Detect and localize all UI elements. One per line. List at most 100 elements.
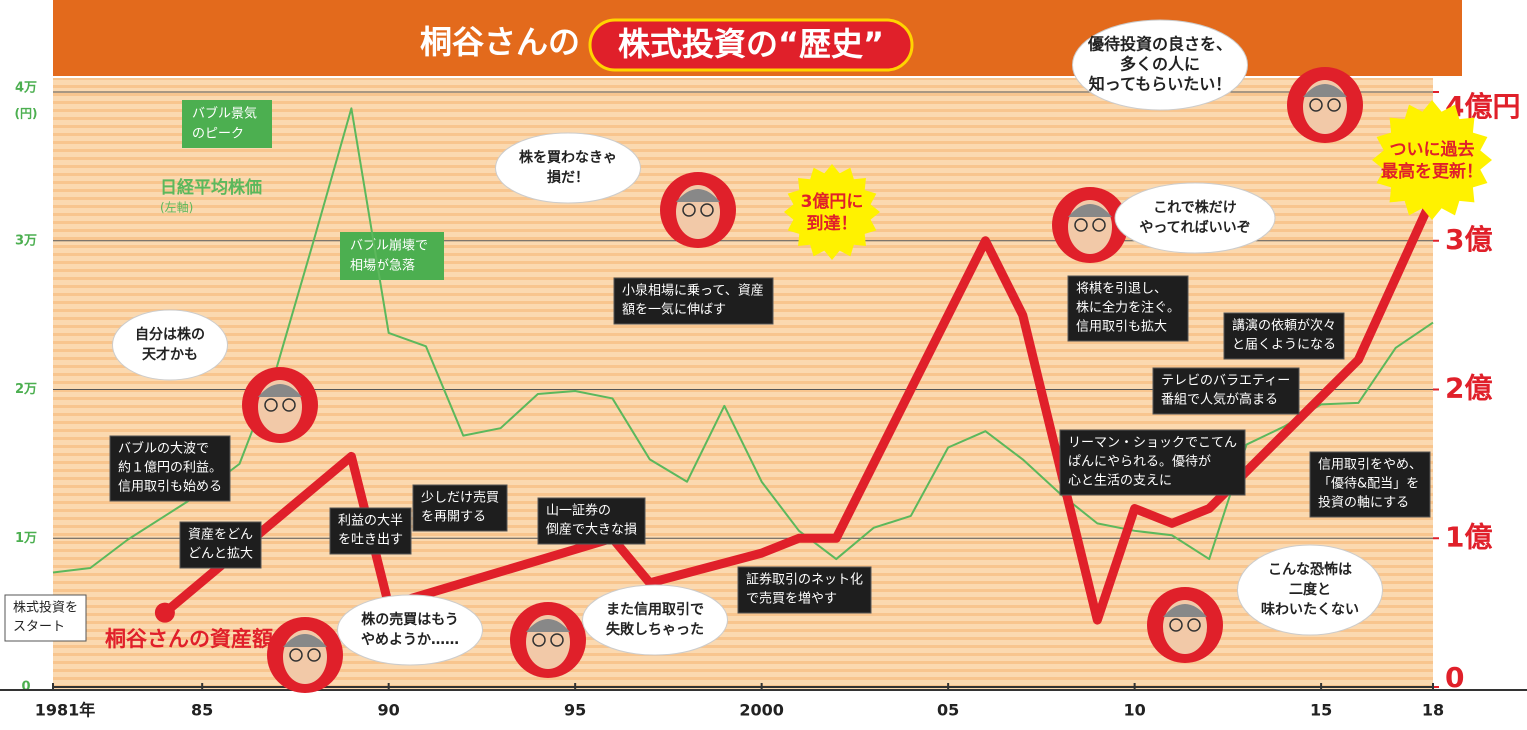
x-tick-label: 10 xyxy=(1123,701,1145,720)
glasses xyxy=(1074,218,1088,232)
series-line xyxy=(52,107,1434,574)
annotation-text: 将棋を引退し、 xyxy=(1076,282,1167,297)
annotation-box xyxy=(1067,275,1189,342)
speech-bubble xyxy=(495,132,641,204)
glasses xyxy=(1187,618,1201,632)
bubble-text: 知ってもらいたい！ xyxy=(1089,75,1231,94)
annotation-box xyxy=(1223,312,1345,360)
annotation-text: で売買を増やす xyxy=(746,591,837,607)
annotation-box xyxy=(4,594,87,642)
y-tick-label: 1万 xyxy=(15,531,37,546)
annotation-text: 「優待&配当」を xyxy=(1318,477,1419,492)
x-tick-label: 85 xyxy=(191,701,213,720)
annotation-text: 番組で人気が高まる xyxy=(1161,392,1278,408)
glasses xyxy=(700,203,714,217)
annotation-text: 株に全力を注ぐ。 xyxy=(1076,300,1180,316)
series-line xyxy=(162,194,1438,625)
chart-title: 株式投資の“歴史” xyxy=(618,25,884,63)
annotation-box xyxy=(179,521,262,569)
annotation-text: 利益の大半 xyxy=(338,514,403,529)
y2-tick-label: 0 xyxy=(1445,661,1464,694)
y2-tick-label: 2億 xyxy=(1445,372,1492,405)
x-tick-label: 1981年 xyxy=(35,701,96,720)
legend-label: 桐谷さんの資産額 xyxy=(105,627,273,651)
annotation-text: スタート xyxy=(13,620,65,635)
bubble-text: 損だ！ xyxy=(547,169,589,186)
chart-title: 桐谷さんの xyxy=(420,23,580,61)
annotation-box xyxy=(1059,429,1246,496)
glasses xyxy=(307,648,321,662)
hair xyxy=(1303,84,1347,97)
x-tick-label: 18 xyxy=(1422,701,1444,720)
annotation-text: 倒産で大きな損 xyxy=(546,522,637,538)
legend-sublabel: (左軸) xyxy=(160,200,193,215)
bubble-text: やってればいいぞ xyxy=(1139,220,1250,236)
note-box xyxy=(182,100,272,148)
annotation-text: ぱんにやられる。優待が xyxy=(1068,455,1211,470)
annotation-text: 証券取引のネット化 xyxy=(746,572,863,588)
glasses xyxy=(682,203,696,217)
y-tick-label: 3万 xyxy=(15,233,37,248)
annotation-text: 信用取引も拡大 xyxy=(1076,320,1167,335)
hair xyxy=(1163,604,1207,617)
hair xyxy=(526,619,570,632)
x-tick-label: 05 xyxy=(937,701,959,720)
hair xyxy=(676,189,720,202)
speech-bubble xyxy=(337,594,483,666)
y-tick-label: 0 xyxy=(21,680,30,695)
annotation-box xyxy=(1309,451,1431,518)
x-tick-label: 15 xyxy=(1310,701,1332,720)
speech-bubble xyxy=(1114,182,1276,254)
start-point xyxy=(154,602,175,623)
starburst xyxy=(784,164,880,260)
note-text: バブル崩壊で xyxy=(350,238,428,254)
bubble-text: 二度と xyxy=(1289,581,1331,598)
y2-tick-label: 3億 xyxy=(1445,223,1492,256)
bubble-text: また信用取引で xyxy=(606,601,704,618)
y-tick-label: 2万 xyxy=(15,382,37,397)
annotation-box xyxy=(329,507,412,555)
bubble-text: 天才かも xyxy=(142,346,198,363)
burst-text: 3億円に xyxy=(801,191,864,212)
annotation-text: 信用取引をやめ、 xyxy=(1318,458,1422,473)
x-tick-label: 2000 xyxy=(739,701,784,720)
bubble-text: 失敗しちゃった xyxy=(606,621,704,638)
x-tick-label: 90 xyxy=(378,701,400,720)
annotation-text: 投資の軸にする xyxy=(1318,495,1409,511)
annotation-text: 資産をどん xyxy=(188,527,253,543)
annotation-text: 小泉相場に乗って、資産 xyxy=(622,283,764,299)
annotation-box xyxy=(412,484,508,532)
y2-tick-label: 1億 xyxy=(1445,520,1492,553)
annotation-text: 信用取引も始める xyxy=(118,480,222,495)
hair xyxy=(258,384,302,397)
bubble-text: 優待投資の良さを、 xyxy=(1087,35,1232,54)
hair xyxy=(283,634,327,647)
annotation-text: 山一証券の xyxy=(546,503,611,519)
annotation-text: 講演の依頼が次々 xyxy=(1232,318,1336,334)
annotation-text: を吐き出す xyxy=(338,533,403,548)
annotation-text: 少しだけ売買 xyxy=(421,490,499,506)
bubble-text: こんな恐怖は xyxy=(1268,561,1352,578)
annotation-box xyxy=(537,497,646,545)
bubble-text: 味わいたくない xyxy=(1261,602,1359,618)
annotation-box xyxy=(613,277,774,325)
glasses xyxy=(289,648,303,662)
glasses xyxy=(264,398,278,412)
burst-text: ついに過去 xyxy=(1390,139,1475,160)
annotation-text: 株式投資を xyxy=(13,600,78,616)
bubble-text: 株を買わなきゃ xyxy=(519,149,617,166)
annotation-text: 心と生活の支えに xyxy=(1068,474,1172,489)
glasses xyxy=(1309,98,1323,112)
bubble-text: やめようか…… xyxy=(361,632,459,648)
annotation-text: どんと拡大 xyxy=(188,547,253,562)
annotation-text: バブルの大波で xyxy=(118,441,209,457)
note-box xyxy=(340,232,444,280)
y-tick-label: 4万 xyxy=(15,81,37,96)
glasses xyxy=(550,633,564,647)
glasses xyxy=(1092,218,1106,232)
title-highlight xyxy=(588,18,914,72)
glasses xyxy=(1169,618,1183,632)
annotation-box xyxy=(737,566,872,614)
bubble-text: これで株だけ xyxy=(1153,199,1237,216)
